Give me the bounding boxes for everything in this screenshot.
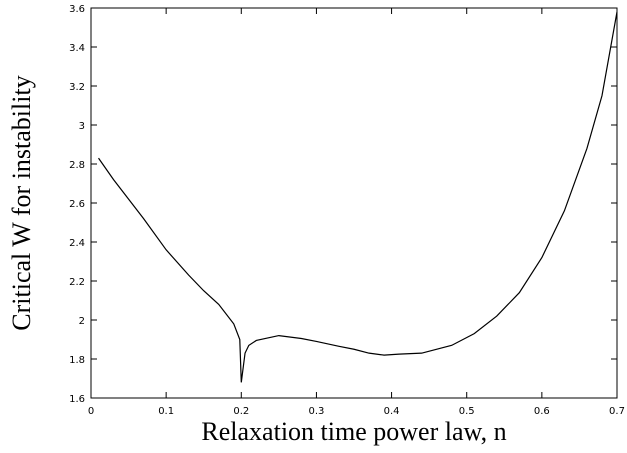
y-tick-label: 2 [79, 316, 85, 327]
x-tick-label: 0.5 [459, 406, 475, 417]
y-tick-label: 2.2 [69, 277, 85, 288]
y-tick-label: 3.4 [69, 43, 85, 54]
x-axis-label: Relaxation time power law, n [201, 417, 506, 446]
line [98, 11, 618, 383]
x-tick-label: 0.6 [534, 406, 550, 417]
y-tick-label: 1.8 [69, 355, 85, 366]
plot-frame [90, 7, 618, 399]
y-tick-label: 2.8 [69, 160, 85, 171]
x-tick-label: 0.1 [158, 406, 174, 417]
y-tick-label: 1.6 [69, 394, 85, 405]
y-tick-label: 2.6 [69, 199, 85, 210]
y-tick-label: 3 [79, 121, 85, 132]
y-tick-label: 3.6 [69, 4, 85, 15]
y-tick-label: 3.2 [69, 82, 85, 93]
x-tick-label: 0.7 [609, 406, 625, 417]
x-tick-label: 0.2 [233, 406, 249, 417]
x-tick-label: 0.3 [308, 406, 324, 417]
x-tick-label: 0.4 [384, 406, 400, 417]
y-tick-label: 2.4 [69, 238, 85, 249]
x-tick-label: 0 [88, 406, 94, 417]
y-axis-label: Critical W for instability [7, 75, 36, 330]
